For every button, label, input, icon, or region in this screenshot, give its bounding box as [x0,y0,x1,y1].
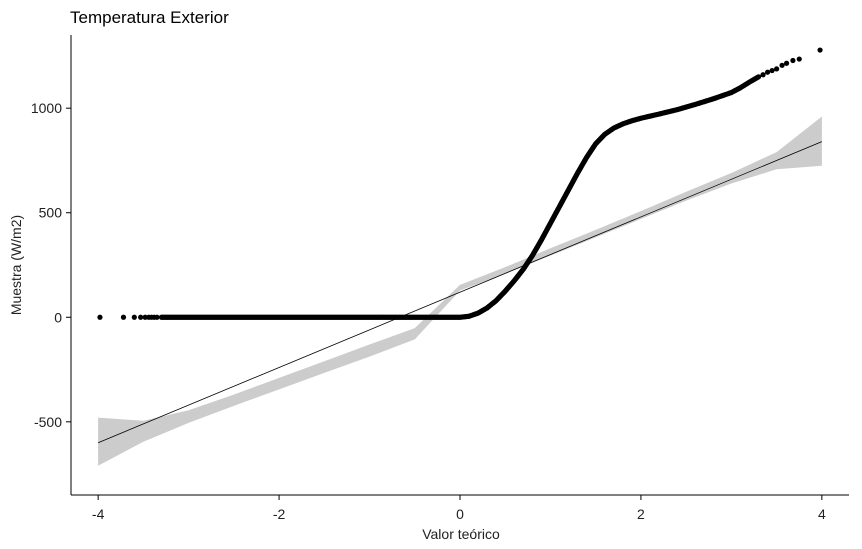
sample-point [760,72,766,78]
sample-point [154,314,160,320]
x-tick-label: -2 [273,506,286,522]
sample-point [131,314,137,320]
y-tick-label: 500 [39,205,63,221]
sample-point [817,47,823,53]
reference-line [97,141,823,444]
y-axis-ticks: -500 0 500 1000 [31,100,71,430]
x-axis-label: Valor teórico [422,526,500,542]
reference-line-layer [97,141,823,444]
y-tick-label: 1000 [31,100,62,116]
y-tick-label: 0 [54,309,62,325]
confidence-band-layer [98,116,822,466]
y-tick-label: -500 [34,414,62,430]
sample-point [769,67,775,74]
x-tick-label: 0 [456,506,464,522]
sample-point [790,57,796,64]
sample-point [774,66,780,72]
sample-point [138,314,144,320]
sample-point [796,56,802,62]
y-axis-label: Muestra (W/m2) [8,215,24,315]
sample-point [755,74,762,80]
sample-point [783,60,790,66]
x-tick-label: -4 [92,506,105,522]
x-tick-label: 2 [637,506,645,522]
x-axis-ticks: -4 -2 0 2 4 [92,495,826,522]
sample-point [97,314,103,320]
chart-title: Temperatura Exterior [70,8,229,27]
sample-point [764,69,771,75]
sample-point [779,62,785,68]
confidence-band [98,116,822,466]
sample-point [142,314,148,320]
sample-point [120,314,127,320]
x-tick-label: 4 [818,506,826,522]
sample-points-layer [97,47,823,320]
